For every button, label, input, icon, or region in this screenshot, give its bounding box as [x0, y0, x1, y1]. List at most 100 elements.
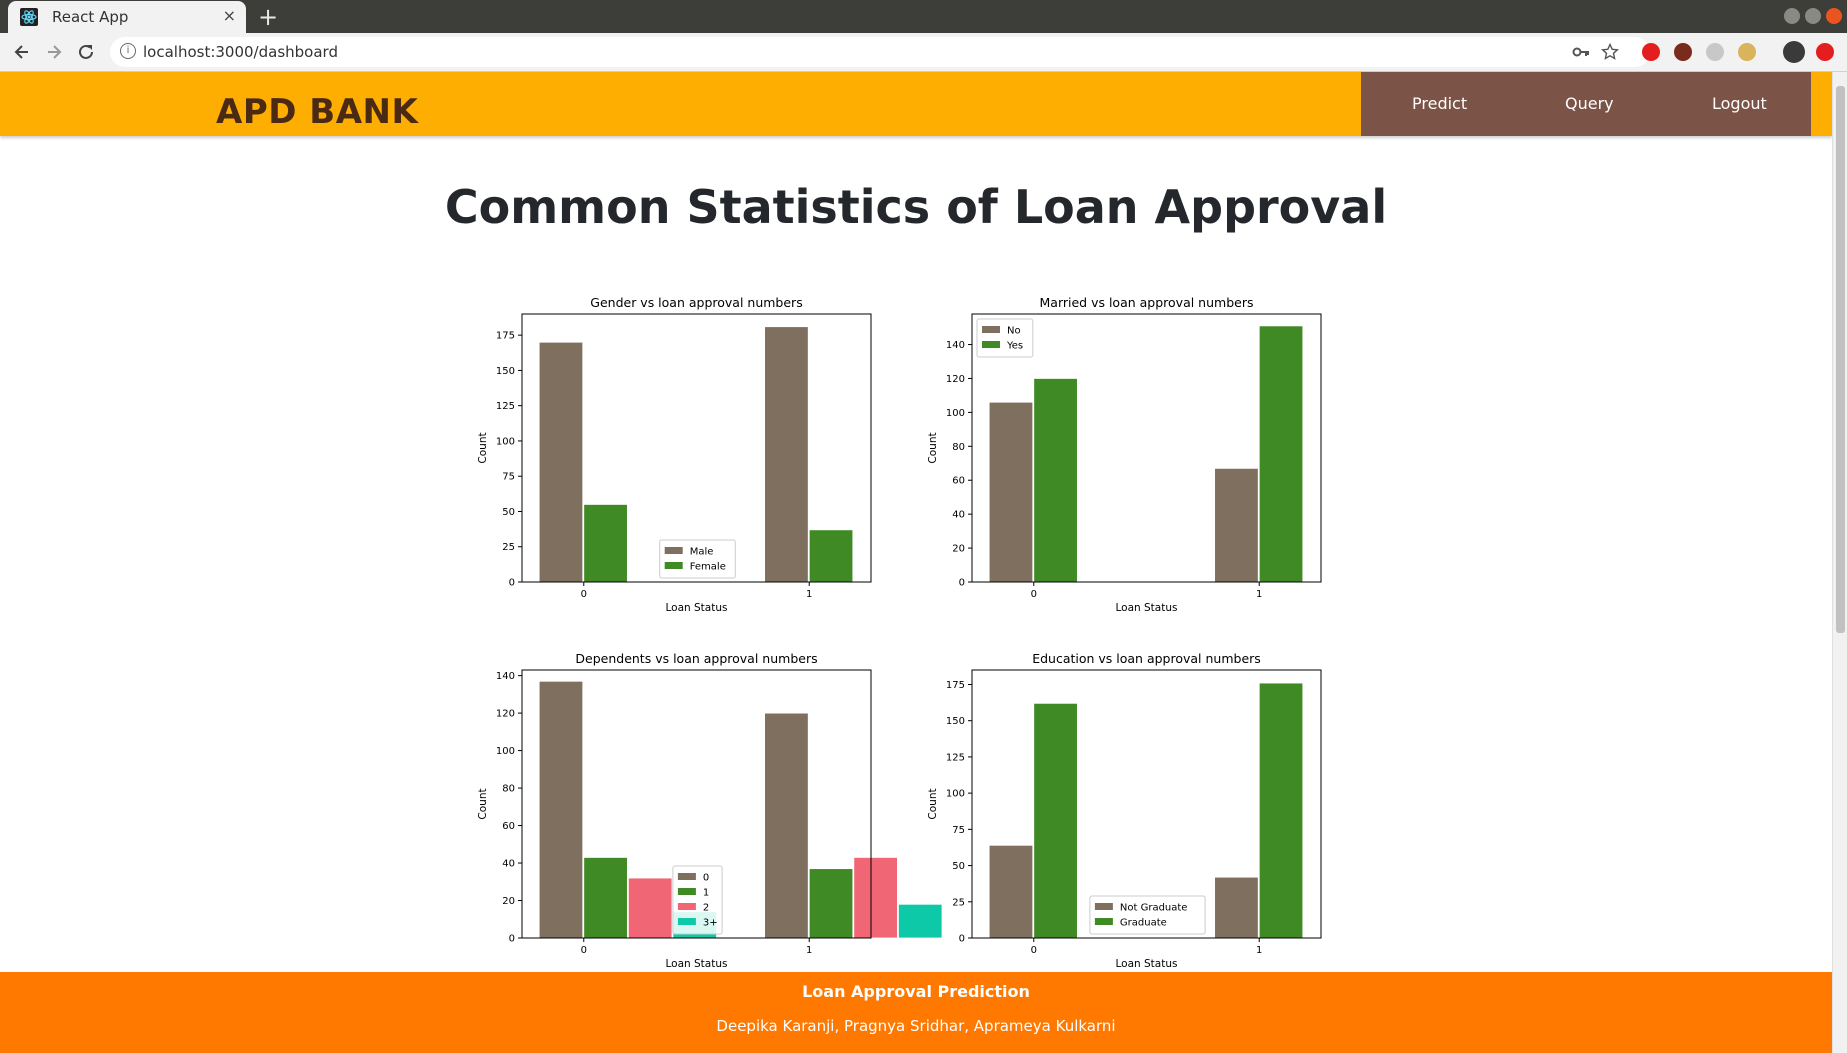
back-arrow-icon[interactable] [12, 42, 32, 62]
key-icon[interactable] [1572, 45, 1590, 59]
extension-mask-icon[interactable] [1674, 43, 1692, 61]
legend-swatch [677, 903, 696, 910]
bar-married-0-0 [988, 401, 1034, 583]
profile-avatar[interactable] [1783, 41, 1805, 63]
x-tick-label: 0 [581, 945, 587, 956]
y-tick-label: 20 [952, 544, 965, 555]
y-axis-label: Count [477, 432, 489, 463]
chart-title: Dependents vs loan approval numbers [575, 651, 817, 666]
legend-swatch [677, 918, 696, 925]
plot-frame [521, 313, 872, 583]
legend-label: Male [690, 547, 714, 558]
new-tab-icon[interactable]: + [258, 3, 279, 31]
extension-cloud-icon[interactable] [1706, 43, 1724, 61]
legend-box [1089, 895, 1206, 935]
y-tick-label: 40 [952, 510, 965, 521]
brand-logo-text[interactable]: APD BANK [216, 92, 419, 132]
bar-gender-0-1 [764, 326, 809, 583]
legend-label: 2 [703, 903, 709, 914]
legend-label: Yes [1006, 341, 1023, 352]
chart-title: Education vs loan approval numbers [1032, 651, 1261, 666]
y-tick-label: 0 [959, 934, 965, 945]
tab-title: React App [52, 8, 129, 26]
legend-swatch [664, 562, 683, 569]
site-info-icon[interactable]: i [120, 43, 136, 59]
plot-frame [971, 669, 1322, 939]
browser-tab[interactable]: React App × [8, 1, 246, 33]
x-axis-label: Loan Status [1116, 958, 1178, 970]
chart-legend: No Yes [976, 318, 1034, 358]
url-text[interactable]: localhost:3000/dashboard [143, 43, 338, 61]
y-tick-label: 0 [959, 578, 965, 589]
extension-shield-icon[interactable] [1642, 43, 1660, 61]
y-tick-label: 100 [946, 789, 965, 800]
nav-predict-link[interactable]: Predict [1412, 94, 1468, 113]
scrollbar-thumb[interactable] [1836, 86, 1845, 633]
legend-label: 1 [703, 888, 709, 899]
bar-education-0-0 [988, 844, 1034, 939]
legend-label: Female [690, 562, 726, 573]
legend-swatch [1094, 903, 1113, 910]
y-tick-label: 100 [496, 746, 515, 757]
y-tick-label: 80 [502, 784, 515, 795]
legend-box [976, 318, 1034, 358]
x-axis-label: Loan Status [1116, 602, 1178, 614]
window-close-icon[interactable] [1826, 8, 1842, 24]
bar-dependents-1-1 [808, 868, 854, 939]
y-tick-label: 125 [496, 401, 515, 412]
footer-title: Loan Approval Prediction [802, 982, 1030, 1001]
bar-dependents-0-0 [538, 680, 584, 939]
y-tick-label: 20 [502, 896, 515, 907]
y-tick-label: 75 [502, 472, 515, 483]
chart-legend: Not Graduate Graduate [1089, 895, 1206, 935]
x-axis-label: Loan Status [666, 602, 728, 614]
y-tick-label: 0 [509, 934, 515, 945]
y-tick-label: 50 [502, 507, 515, 518]
bookmark-star-icon[interactable] [1601, 43, 1619, 61]
x-tick-label: 1 [1256, 589, 1262, 600]
y-tick-label: 0 [509, 578, 515, 589]
y-tick-label: 150 [946, 716, 965, 727]
window-minimize-icon[interactable] [1784, 8, 1800, 24]
y-tick-label: 40 [502, 859, 515, 870]
page-scrollbar[interactable] [1832, 72, 1847, 1053]
menu-update-icon[interactable] [1816, 43, 1834, 61]
bar-education-1-1 [1258, 682, 1304, 939]
bar-gender-1-1 [808, 529, 854, 583]
y-tick-label: 60 [952, 476, 965, 487]
y-tick-label: 175 [946, 680, 965, 691]
y-tick-label: 80 [952, 442, 965, 453]
address-bar[interactable]: i localhost:3000/dashboard [110, 37, 1650, 67]
chart-legend: Male Female [659, 539, 736, 579]
tab-close-icon[interactable]: × [222, 6, 236, 25]
page-footer: Loan Approval Prediction Deepika Karanji… [0, 972, 1832, 1053]
y-tick-label: 175 [496, 331, 515, 342]
chart-dependents: Dependents vs loan approval numbers02040… [477, 651, 943, 970]
x-axis-label: Loan Status [666, 958, 728, 970]
y-axis-label: Count [477, 788, 489, 819]
legend-swatch [982, 341, 1000, 348]
plot-frame [521, 669, 872, 939]
plot-frame [971, 313, 1322, 583]
y-tick-label: 50 [952, 861, 965, 872]
nav-query-link[interactable]: Query [1565, 94, 1614, 113]
app-header: APD BANK Predict Query Logout [0, 72, 1832, 136]
legend-swatch [982, 326, 1000, 333]
y-tick-label: 120 [496, 709, 515, 720]
browser-toolbar: i localhost:3000/dashboard [0, 33, 1847, 72]
window-maximize-icon[interactable] [1805, 8, 1821, 24]
x-tick-label: 1 [806, 589, 812, 600]
forward-arrow-icon[interactable] [44, 42, 64, 62]
nav-logout-link[interactable]: Logout [1712, 94, 1767, 113]
y-axis-label: Count [927, 788, 939, 819]
reload-icon[interactable] [76, 42, 96, 62]
bar-married-1-1 [1258, 325, 1304, 583]
x-tick-label: 0 [1031, 589, 1037, 600]
x-tick-label: 1 [1256, 945, 1262, 956]
bar-dependents-2-0 [627, 877, 673, 939]
extension-glasses-icon[interactable] [1738, 43, 1756, 61]
y-axis-label: Count [927, 432, 939, 463]
y-tick-label: 25 [502, 542, 515, 553]
legend-label: No [1007, 326, 1021, 337]
nav-menu: Predict Query Logout [1361, 72, 1811, 136]
